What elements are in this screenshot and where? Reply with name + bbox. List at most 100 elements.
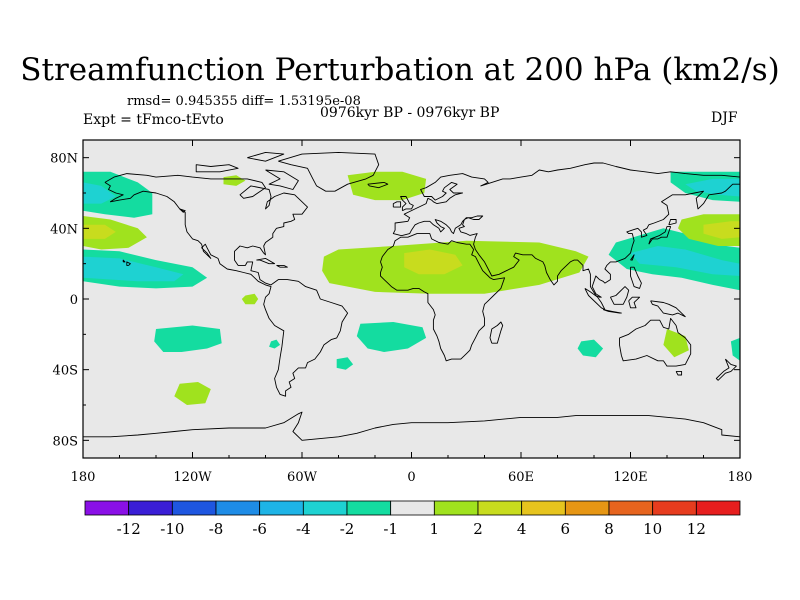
coastline-8	[648, 226, 672, 245]
anomaly-region-neg-24	[730, 337, 740, 361]
anomaly-region-neg-19	[630, 246, 740, 276]
anomaly-region-pos-7	[347, 171, 427, 201]
colorbar-box	[608, 500, 654, 516]
y-tick-label: 40N	[50, 222, 78, 237]
colorbar-level-label: -12	[117, 520, 141, 538]
anomaly-region-pos-6	[223, 175, 246, 186]
coastline-26	[83, 411, 740, 441]
anomaly-region-neg-12	[356, 322, 427, 352]
colorbar-level-label: -10	[160, 520, 184, 538]
colorbar-box	[171, 500, 217, 516]
x-tick-label: 180	[71, 470, 96, 485]
anomaly-region-neg-16	[577, 339, 604, 358]
colorbar-level-label: -2	[340, 520, 355, 538]
coastline-28	[122, 259, 126, 263]
coastline-23	[265, 169, 299, 190]
anomaly-region-neg-3	[83, 256, 184, 282]
anomaly-region-pos-15	[174, 382, 211, 405]
colorbar-level-label: -1	[383, 520, 398, 538]
coastline-0	[104, 173, 349, 397]
coastline-layer	[83, 151, 740, 441]
anomaly-region-pos-21	[703, 221, 740, 239]
anomaly-fill-layer	[83, 171, 740, 405]
colorbar-box	[215, 500, 261, 516]
anomaly-region-pos-4	[83, 216, 147, 250]
colorbar-box	[259, 500, 304, 516]
y-tick-label: 80S	[53, 434, 78, 449]
coastline-15	[619, 317, 692, 367]
colorbar-level-label: 8	[604, 520, 614, 538]
coastline-9	[668, 219, 677, 226]
colorbar-box	[302, 500, 348, 516]
coastline-27	[126, 261, 131, 266]
period-label: 0976kyr BP - 0976kyr BP	[320, 105, 500, 121]
colorbar-box	[477, 500, 523, 516]
colorbar-box	[564, 500, 610, 516]
coastline-21	[276, 264, 288, 268]
colorbar-box	[652, 500, 697, 516]
experiment-label: Expt = tFmco-tEvto	[83, 112, 224, 128]
anomaly-region-neg-14	[336, 357, 354, 370]
x-tick-label: 0	[407, 470, 415, 485]
colorbar-box	[128, 500, 173, 516]
coastline-20	[256, 257, 276, 265]
x-tick-label: 60W	[287, 470, 318, 485]
colorbar-level-label: 4	[517, 520, 527, 538]
coastline-6	[400, 196, 414, 212]
coastline-3	[392, 162, 740, 298]
anomaly-region-pos-10	[241, 293, 259, 305]
colorbar-box	[521, 500, 566, 516]
x-tick-label: 180	[728, 470, 753, 485]
anomaly-region-neg-0	[83, 171, 153, 218]
coastline-14	[650, 300, 686, 318]
colorbar-level-label: -4	[296, 520, 311, 538]
coastline-7	[392, 201, 402, 208]
anomaly-region-pos-5	[83, 224, 116, 239]
colorbar-box	[84, 500, 130, 516]
colorbar-box	[346, 500, 392, 516]
coastline-16	[675, 370, 683, 376]
coastline-11	[602, 309, 622, 314]
anomaly-region-neg-1	[83, 182, 116, 204]
coastline-25	[247, 151, 285, 162]
axis-ticks	[82, 140, 741, 458]
coastline-13	[628, 296, 641, 309]
stats-line: rmsd= 0.945355 diff= 1.53195e-08	[127, 94, 361, 109]
coastline-22	[179, 208, 186, 213]
colorbar-level-label: 6	[561, 520, 571, 538]
coastline-5	[489, 321, 504, 344]
anomaly-region-neg-23	[685, 178, 740, 197]
x-tick-label: 120E	[613, 470, 647, 485]
coastline-1	[278, 151, 380, 192]
colorbar-labels: -12 -10 -8 -6 -4 -2 -1 1 2 4 6 8 10 12	[117, 520, 706, 538]
x-tick-label: 60E	[508, 470, 534, 485]
colorbar-box	[695, 500, 741, 516]
coastline-17	[715, 358, 737, 381]
chart-title: Streamfunction Perturbation at 200 hPa (…	[20, 52, 780, 88]
y-tick-label: 40S	[53, 364, 78, 379]
colorbar-level-label: 2	[473, 520, 483, 538]
coastline-18	[630, 266, 642, 289]
colorbar-boxes	[84, 500, 741, 516]
x-tick-label: 120W	[173, 470, 212, 485]
x-axis-labels: 180 120W 60W 0 60E 120E 180	[71, 470, 753, 485]
y-axis-labels: 80N 40N 0 40S 80S	[50, 152, 78, 450]
colorbar-level-label: -6	[252, 520, 267, 538]
colorbar-level-label: 1	[430, 520, 440, 538]
colorbar-box	[390, 500, 435, 516]
anomaly-region-neg-11	[154, 325, 222, 352]
y-tick-label: 80N	[50, 152, 78, 167]
season-label: DJF	[711, 110, 738, 126]
anomaly-region-neg-13	[269, 339, 281, 349]
coastline-19	[630, 254, 635, 261]
colorbar-level-label: 12	[687, 520, 706, 538]
coastline-4	[380, 233, 506, 362]
colorbar-box	[433, 500, 479, 516]
colorbar-level-label: 10	[643, 520, 662, 538]
coastline-24	[195, 164, 239, 173]
anomaly-region-pos-9	[404, 249, 463, 275]
coastline-12	[610, 286, 630, 305]
coastline-2	[367, 181, 389, 189]
